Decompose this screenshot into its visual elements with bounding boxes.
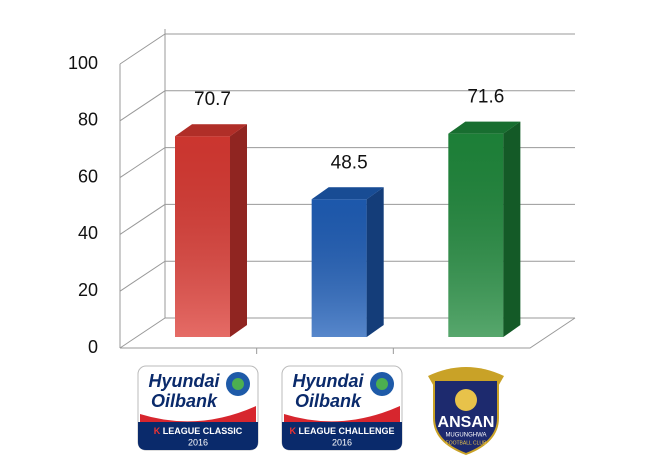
grid-line: [119, 203, 575, 235]
logo-k: K: [154, 426, 161, 436]
value-label: 71.6: [467, 87, 504, 108]
logo-shield: [433, 379, 499, 456]
logo-league-name: LEAGUE CLASSIC: [163, 426, 243, 436]
value-label: 48.5: [331, 152, 368, 173]
logo-year: 2016: [188, 437, 208, 447]
logo-brand: Hyundai: [292, 371, 364, 391]
bar-side-shade: [366, 187, 384, 337]
logo-base: [282, 422, 402, 450]
y-tick-label: 40: [78, 223, 98, 243]
logo-ball: [455, 389, 477, 411]
bar-top: [311, 187, 384, 200]
logo-k: K: [289, 426, 296, 436]
y-tick-label: 20: [78, 280, 98, 300]
grid-line: [119, 147, 575, 179]
logo-brand: Oilbank: [295, 391, 362, 411]
bar: [175, 124, 247, 337]
logo-ball-inner: [232, 378, 244, 390]
bar: [448, 121, 521, 337]
bar-front-shade: [175, 136, 230, 337]
bar-top-shade: [311, 187, 384, 200]
logo-city: MUGUNGHWA: [445, 433, 486, 439]
logo-brand: Hyundai: [148, 371, 220, 391]
logo-base: [138, 422, 258, 450]
bar-top-shade: [175, 124, 247, 137]
bar-top: [175, 124, 247, 137]
logo-league-name: LEAGUE CHALLENGE: [299, 426, 395, 436]
bar-side-shade: [230, 124, 247, 337]
bar-front-shade: [311, 199, 367, 337]
bar-side: [503, 121, 521, 337]
y-tick-label: 60: [78, 166, 98, 186]
logo-swoosh: [284, 406, 400, 424]
grid-line: [119, 33, 575, 65]
logo-ball-inner: [376, 378, 388, 390]
bar-top-shade: [448, 121, 521, 134]
grid-line: [119, 90, 575, 122]
bar: [311, 187, 384, 337]
logo-sub: FOOTBALL CLUB: [446, 440, 487, 446]
bar-side: [366, 187, 384, 337]
value-label: 70.7: [194, 89, 231, 110]
bar-side: [230, 124, 247, 337]
logo-league: K LEAGUE CLASSIC: [154, 426, 243, 436]
grid-line: [119, 317, 575, 349]
y-tick-label: 100: [68, 53, 98, 73]
grid-line: [119, 260, 575, 292]
logo-year: 2016: [332, 437, 352, 447]
bar-side-shade: [503, 121, 521, 337]
logo-league: K LEAGUE CHALLENGE: [289, 426, 394, 436]
y-tick-label: 80: [78, 110, 98, 130]
bar-front-shade: [448, 133, 504, 337]
logo-brand: Oilbank: [151, 391, 218, 411]
bar-top: [448, 121, 521, 134]
logo-swoosh: [140, 406, 256, 424]
logo-club: ANSAN: [438, 414, 495, 431]
y-tick-label: 0: [88, 337, 98, 357]
